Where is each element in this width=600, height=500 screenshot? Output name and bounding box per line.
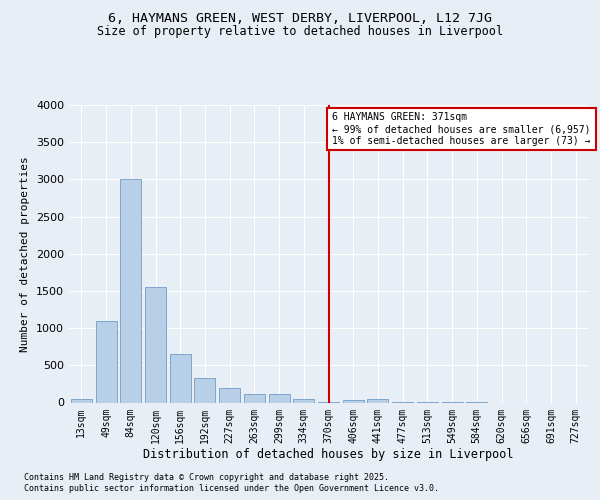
Bar bbox=[194, 378, 215, 402]
Text: Contains public sector information licensed under the Open Government Licence v3: Contains public sector information licen… bbox=[24, 484, 439, 493]
Bar bbox=[343, 400, 364, 402]
Text: Contains HM Land Registry data © Crown copyright and database right 2025.: Contains HM Land Registry data © Crown c… bbox=[24, 472, 389, 482]
Y-axis label: Number of detached properties: Number of detached properties bbox=[20, 156, 31, 352]
Bar bbox=[367, 399, 388, 402]
Bar bbox=[219, 388, 240, 402]
Text: 6, HAYMANS GREEN, WEST DERBY, LIVERPOOL, L12 7JG: 6, HAYMANS GREEN, WEST DERBY, LIVERPOOL,… bbox=[108, 12, 492, 26]
Text: 6 HAYMANS GREEN: 371sqm
← 99% of detached houses are smaller (6,957)
1% of semi-: 6 HAYMANS GREEN: 371sqm ← 99% of detache… bbox=[332, 112, 591, 146]
Bar bbox=[244, 394, 265, 402]
Bar bbox=[71, 399, 92, 402]
Text: Size of property relative to detached houses in Liverpool: Size of property relative to detached ho… bbox=[97, 25, 503, 38]
Bar bbox=[145, 287, 166, 403]
Bar bbox=[170, 354, 191, 403]
Bar bbox=[293, 399, 314, 402]
Bar bbox=[120, 180, 141, 402]
Bar bbox=[95, 320, 116, 402]
Bar bbox=[269, 394, 290, 402]
X-axis label: Distribution of detached houses by size in Liverpool: Distribution of detached houses by size … bbox=[143, 448, 514, 461]
